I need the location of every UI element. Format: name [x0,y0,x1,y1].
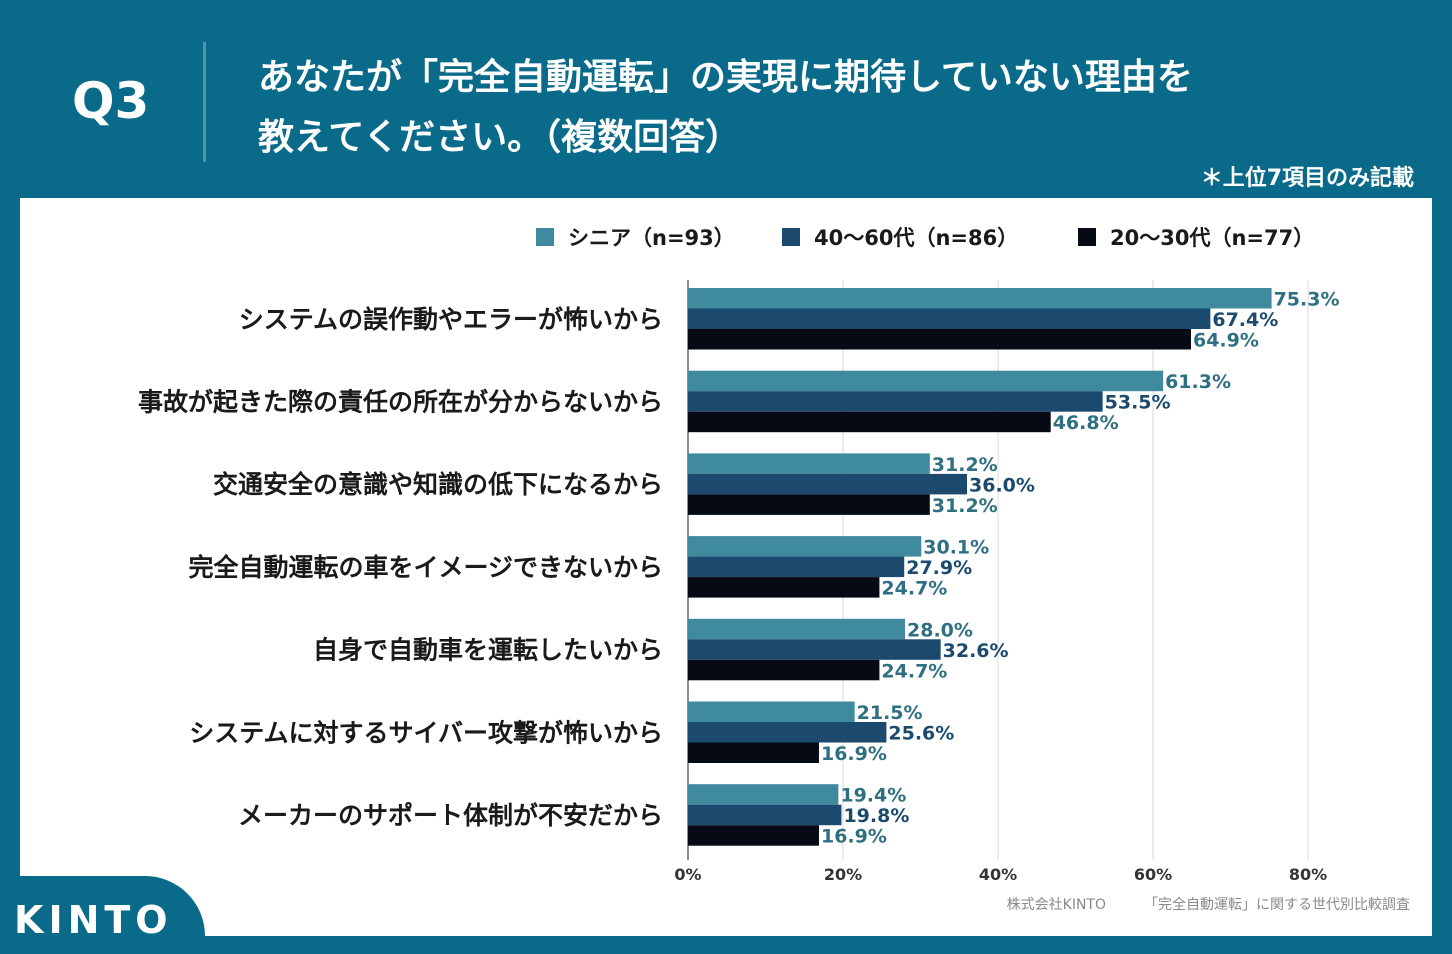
legend-label: 20〜30代（n=77） [1110,226,1314,250]
category-label: システムの誤作動やエラーが怖いから [239,305,663,334]
value-label: 19.4% [840,785,906,807]
kinto-logo: KINTO [14,898,173,942]
bar-middle [688,556,905,578]
bar-senior [688,288,1272,309]
x-tick-label: 80% [1289,865,1327,884]
bar-senior [688,453,930,474]
value-label: 24.7% [881,578,947,600]
value-label: 27.9% [906,557,972,579]
value-label: 46.8% [1053,412,1119,434]
category-label: 事故が起きた際の責任の所在が分からないから [138,387,663,416]
category-label: 交通安全の意識や知識の低下になるから [213,470,663,499]
question-number: Q3 [72,72,150,130]
value-label: 32.6% [943,640,1009,662]
source-company: 株式会社KINTO [1006,897,1106,913]
bar-senior [688,618,905,640]
legend-label: 40〜60代（n=86） [814,226,1018,250]
legend-label: シニア（n=93） [568,226,735,250]
bar-young [688,742,819,763]
logo-tab [0,876,205,954]
x-tick-label: 0% [674,865,701,884]
bar-middle [688,804,842,826]
chart-panel: 0% 20% 40% 60% 80% システムの誤作動やエラーが怖いから 75.3% 67.4… [20,198,1432,936]
bar-young [688,494,930,515]
value-label: 19.8% [843,805,909,827]
bar-chart: 0% 20% 40% 60% 80% システムの誤作動やエラーが怖いから 75.3%67.4… [138,226,1340,884]
bar-middle [688,391,1103,412]
value-label: 64.9% [1193,330,1259,352]
bar-middle [688,473,967,495]
top-items-note: ＊上位7項目のみ記載 [1200,166,1414,191]
bar-young [688,825,819,846]
category-label: メーカーのサポート体制が不安だから [238,801,663,830]
value-label: 16.9% [821,743,887,765]
bar-young [688,329,1191,350]
value-label: 25.6% [888,723,954,745]
category-label: 完全自動運転の車をイメージできないから [188,553,663,582]
value-label: 21.5% [857,702,923,724]
x-tick-label: 60% [1134,865,1172,884]
value-label: 16.9% [821,826,887,848]
value-label: 30.1% [923,537,989,559]
header-divider [203,42,206,162]
bar-senior [688,701,855,722]
bar-young [688,577,880,598]
legend-swatch [1078,228,1096,246]
bar-senior [688,370,1164,392]
bar-senior [688,784,839,805]
x-tick-label: 40% [979,865,1017,884]
source-credit: 株式会社KINTO 「完全自動運転」に関する世代別比較調査 [969,894,1410,914]
value-label: 53.5% [1105,392,1171,414]
bar-senior [688,536,922,557]
value-label: 31.2% [932,454,998,476]
bar-middle [688,639,941,660]
bar-middle [688,722,887,743]
value-label: 24.7% [881,660,947,682]
legend-swatch [782,228,800,246]
value-label: 31.2% [932,495,998,517]
value-label: 61.3% [1165,371,1231,393]
value-label: 36.0% [969,474,1035,496]
bar-young [688,411,1051,433]
value-label: 28.0% [907,619,973,641]
category-label: 自身で自動車を運転したいから [313,636,663,665]
question-line-2: 教えてください。（複数回答） [258,117,742,158]
legend-swatch [536,228,554,246]
x-tick-label: 20% [824,865,862,884]
value-label: 67.4% [1212,309,1278,331]
category-label: システムに対するサイバー攻撃が怖いから [189,718,663,747]
question-line-1: あなたが「完全自動運転」の実現に期待していない理由を [258,57,1193,98]
bar-young [688,659,880,681]
question-text: あなたが「完全自動運転」の実現に期待していない理由を 教えてください。（複数回答… [258,48,1358,168]
bar-middle [688,308,1211,329]
source-survey: 「完全自動運転」に関する世代別比較調査 [1144,897,1410,913]
value-label: 75.3% [1274,289,1340,311]
